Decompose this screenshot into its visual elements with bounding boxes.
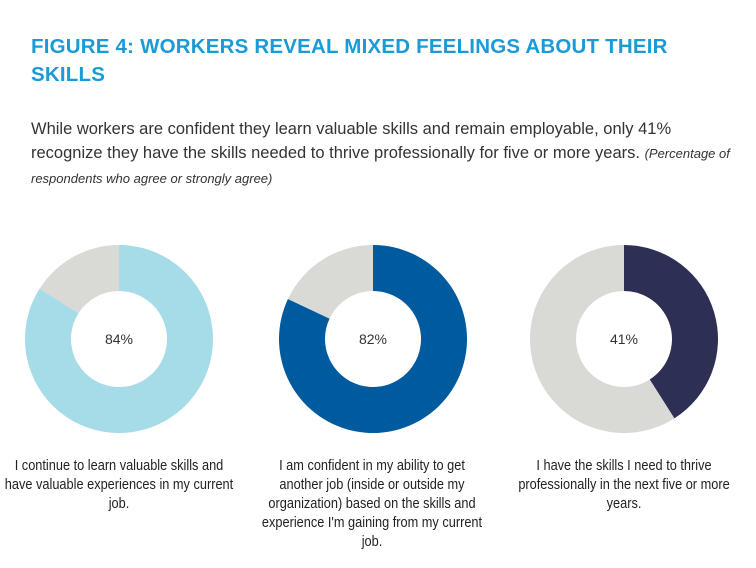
donut-2-remainder-segment — [287, 245, 373, 319]
donut-3-remainder-segment — [530, 245, 675, 433]
donut-1-value-segment — [24, 245, 213, 433]
donut-2-center-label: 82% — [359, 331, 387, 347]
subtitle-note: (Percentage of respondents who agree or … — [31, 146, 730, 186]
donut-chart-2: 82% — [278, 244, 468, 434]
donut-chart-1: 84% — [24, 244, 214, 434]
donut-chart-3: 41% — [529, 244, 719, 434]
donut-3-caption: I have the skills I need to thrive profe… — [518, 458, 730, 512]
subtitle-text: While workers are confident they learn v… — [31, 120, 672, 162]
donut-svg-2: 82% — [279, 245, 467, 433]
donut-2-caption: I am confident in my ability to get anot… — [261, 458, 483, 550]
donut-svg-1: 84% — [24, 245, 213, 433]
figure-subtitle: While workers are confident they learn v… — [31, 117, 731, 191]
donut-3-center-label: 41% — [610, 331, 638, 347]
donut-2-value-segment — [279, 245, 467, 433]
donut-1-center-label: 84% — [105, 331, 133, 347]
donut-1-remainder-segment — [39, 245, 119, 314]
donut-3-value-segment — [624, 245, 718, 419]
donut-svg-3: 41% — [530, 245, 718, 433]
figure-title: FIGURE 4: WORKERS REVEAL MIXED FEELINGS … — [31, 35, 668, 86]
donut-1-caption: I continue to learn valuable skills and … — [4, 458, 234, 512]
